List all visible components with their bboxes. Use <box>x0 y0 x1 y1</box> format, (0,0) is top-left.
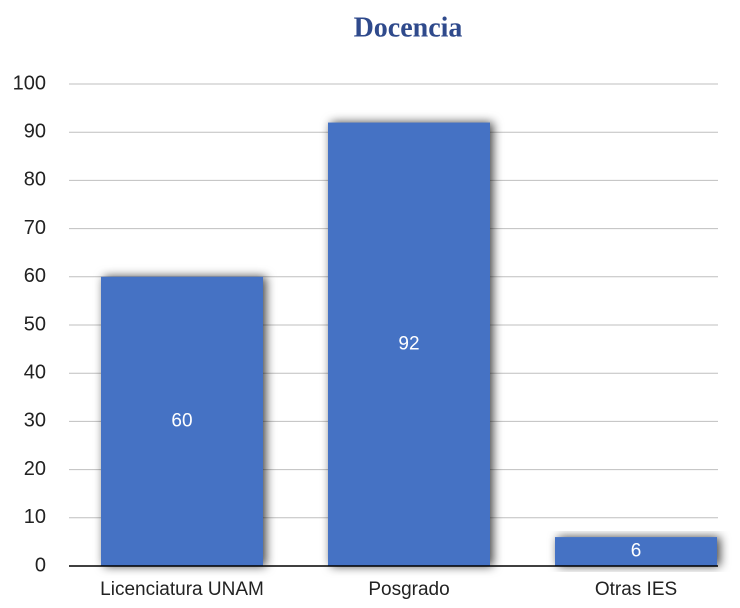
data-label: 92 <box>398 333 419 354</box>
y-tick-label: 100 <box>13 72 46 94</box>
y-tick-label: 90 <box>24 120 46 142</box>
y-tick-label: 30 <box>24 410 46 432</box>
bar <box>555 537 717 566</box>
data-label: 60 <box>171 410 192 431</box>
x-tick-label: Licenciatura UNAM <box>100 579 264 600</box>
bar <box>101 276 263 566</box>
y-tick-label: 10 <box>24 506 46 528</box>
x-tick-label: Posgrado <box>368 579 449 600</box>
y-tick-label: 0 <box>35 554 46 576</box>
chart-title: Docencia <box>354 12 463 43</box>
y-tick-label: 80 <box>24 169 46 191</box>
x-tick-label: Otras IES <box>595 579 677 600</box>
y-tick-label: 50 <box>24 313 46 335</box>
data-label: 6 <box>631 541 642 562</box>
bar <box>328 122 490 566</box>
y-tick-label: 40 <box>24 361 46 383</box>
y-tick-label: 60 <box>24 265 46 287</box>
y-tick-label: 20 <box>24 458 46 480</box>
y-tick-label: 70 <box>24 217 46 239</box>
